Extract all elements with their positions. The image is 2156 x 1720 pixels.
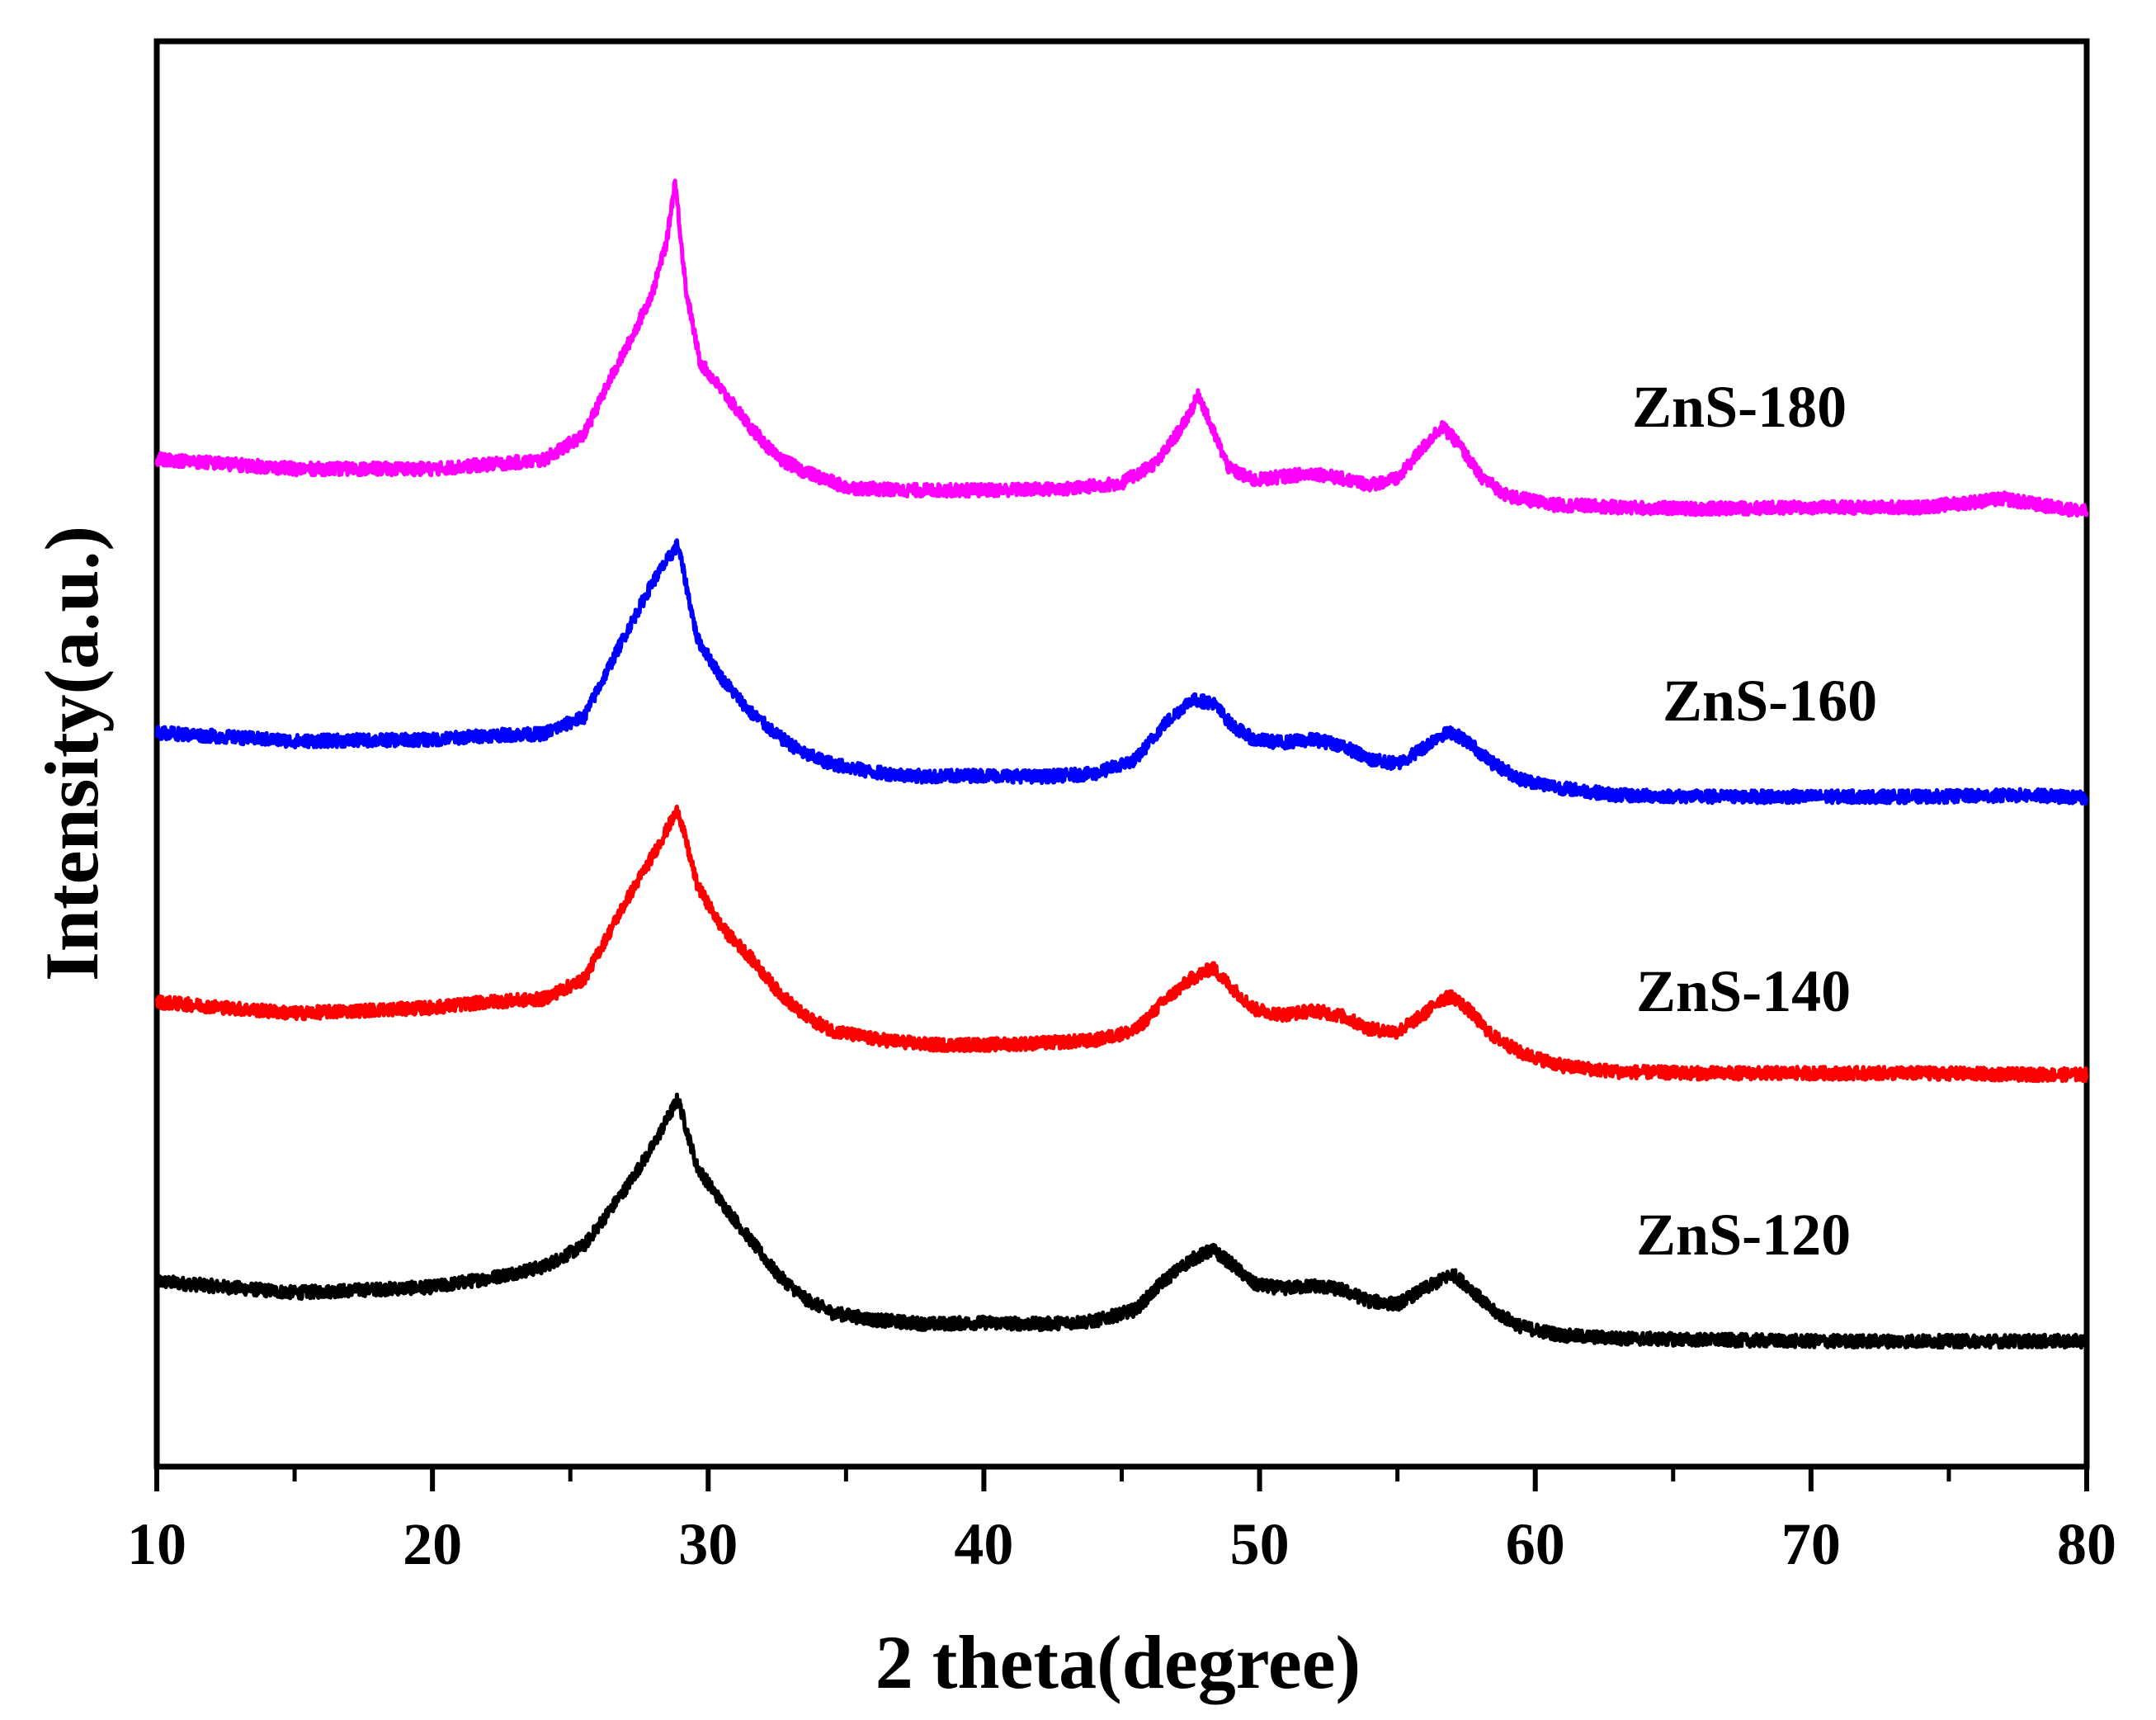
x-axis-label: 2 theta(degree)	[875, 1620, 1361, 1704]
y-axis-label: Intensity(a.u.)	[30, 526, 114, 981]
x-tick-labels-layer: 10 20 30 40 50 60 70 80	[127, 1511, 2116, 1577]
x-tick-label-40: 40	[954, 1511, 1013, 1577]
x-ticks-layer	[154, 1467, 2089, 1491]
series-label-zns-160: ZnS-160	[1663, 668, 1877, 734]
series-label-zns-120: ZnS-120	[1636, 1202, 1851, 1268]
series-labels-layer: ZnS-120 ZnS-140 ZnS-160 ZnS-180	[1632, 374, 1877, 1268]
series-line-zns-140	[154, 804, 2089, 1084]
x-tick-label-30: 30	[678, 1511, 738, 1577]
x-tick-label-70: 70	[1781, 1511, 1841, 1577]
x-tick-label-60: 60	[1506, 1511, 1565, 1577]
x-tick-label-50: 50	[1230, 1511, 1290, 1577]
series-line-zns-120	[154, 1092, 2089, 1350]
x-tick-label-20: 20	[403, 1511, 462, 1577]
series-line-zns-180	[154, 178, 2089, 518]
x-tick-label-80: 80	[2057, 1511, 2116, 1577]
series-label-zns-180: ZnS-180	[1632, 374, 1847, 440]
series-label-zns-140: ZnS-140	[1636, 958, 1851, 1024]
x-tick-label-10: 10	[127, 1511, 186, 1577]
series-line-zns-160	[154, 538, 2089, 806]
curves-layer	[154, 178, 2089, 1350]
